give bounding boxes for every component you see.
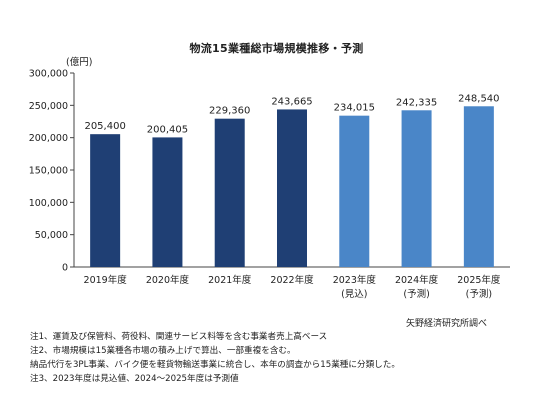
y-tick-label: 50,000 [35, 230, 68, 241]
y-tick-label: 200,000 [29, 133, 68, 144]
data-label: 248,540 [458, 93, 499, 104]
data-label: 205,400 [84, 121, 125, 132]
source-credit: 矢野経済研究所調べ [405, 319, 487, 329]
bar-2022年度 [277, 109, 307, 268]
data-label: 242,335 [396, 97, 437, 108]
footnote-3: 注3、2023年度は見込値、2024～2025年度は予測値 [30, 374, 239, 384]
footnote-2-continued: 納品代行を3PL事業、バイク便を軽貨物輸送事業に統合し、本年の調査から15業種に… [30, 360, 400, 370]
x-tick-label: 2022年度 [270, 274, 314, 286]
bar-2019年度 [90, 134, 121, 267]
footnote-2: 注2、市場規模は15業種各市場の積み上げで算出、一部重複を含む。 [30, 346, 296, 356]
chart-title: 物流15業種総市場規模推移・予測 [189, 42, 364, 55]
x-tick-label: 2019年度 [84, 274, 128, 286]
data-label: 234,015 [334, 103, 375, 114]
data-label: 229,360 [209, 106, 250, 117]
bar-2023年度 [339, 115, 370, 267]
bar-2024年度 [401, 110, 432, 267]
y-tick-label: 100,000 [29, 198, 68, 209]
bar-chart: 0 50,000 100,000 150,000 200,000 250,000 300,0… [29, 69, 510, 300]
y-tick-label: 0 [62, 263, 68, 274]
data-label: 243,665 [271, 96, 312, 107]
footnote-1: 注1、運賃及び保管料、荷役料、関連サービス料等を含む事業者売上高ベース [30, 332, 328, 342]
y-tick-label: 300,000 [29, 69, 68, 80]
x-tick-label: 2020年度 [146, 274, 190, 286]
bar-2020年度 [152, 137, 183, 267]
x-tick-label: 2021年度 [208, 274, 252, 286]
y-axis-unit-label: (億円) [66, 57, 93, 68]
x-tick-sublabel: (見込) [341, 289, 367, 300]
x-tick-sublabel: (予測) [403, 288, 429, 300]
bar-2021年度 [214, 118, 245, 267]
x-tick-sublabel: (予測) [466, 288, 492, 300]
y-tick-label: 250,000 [29, 101, 68, 112]
footnotes: 注1、運賃及び保管料、荷役料、関連サービス料等を含む事業者売上高ベース 注2、市… [30, 330, 400, 386]
x-tick-label: 2023年度 [333, 274, 377, 286]
x-tick-label: 2025年度 [457, 274, 501, 286]
x-tick-label: 2024年度 [395, 274, 439, 286]
bar-2025年度 [463, 106, 494, 267]
y-tick-label: 150,000 [29, 166, 68, 177]
data-label: 200,405 [147, 124, 188, 135]
